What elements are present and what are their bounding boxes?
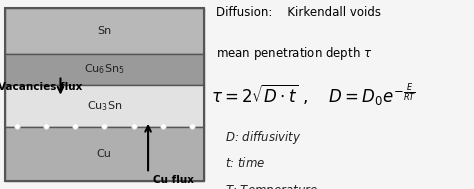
Text: Vacancies flux: Vacancies flux <box>0 82 82 92</box>
Text: Cu: Cu <box>97 149 112 159</box>
Bar <box>5 85 204 127</box>
Bar <box>5 8 204 54</box>
Text: Cu$_6$Sn$_5$: Cu$_6$Sn$_5$ <box>84 63 125 76</box>
Text: $T$: Temperature: $T$: Temperature <box>225 183 318 189</box>
Text: Cu$_3$Sn: Cu$_3$Sn <box>87 99 122 113</box>
Text: Sn: Sn <box>97 26 111 36</box>
Text: Cu flux: Cu flux <box>153 175 194 185</box>
Bar <box>5 8 204 181</box>
Text: $t$: time: $t$: time <box>225 156 265 170</box>
Text: $\tau = 2\sqrt{D \cdot t}$ ,    $D = D_0 e^{-\frac{E}{RT}}$: $\tau = 2\sqrt{D \cdot t}$ , $D = D_0 e^… <box>211 81 416 108</box>
Bar <box>5 54 204 85</box>
Bar <box>5 127 204 181</box>
Text: Diffusion:    Kirkendall voids: Diffusion: Kirkendall voids <box>216 6 381 19</box>
Text: mean penetration depth $\tau$: mean penetration depth $\tau$ <box>216 45 372 62</box>
Text: $D$: diffusivity: $D$: diffusivity <box>225 129 301 146</box>
